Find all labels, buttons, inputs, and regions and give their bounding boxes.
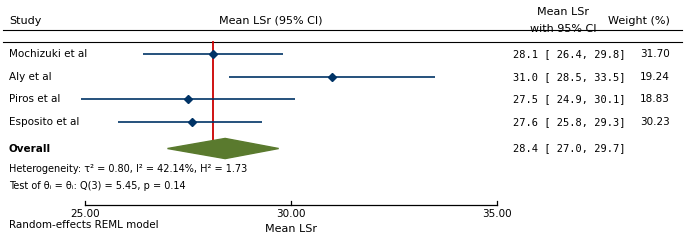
Text: 35.00: 35.00	[482, 210, 512, 219]
Text: Esposito et al: Esposito et al	[9, 117, 79, 127]
Text: Study: Study	[9, 16, 41, 26]
Text: Aly et al: Aly et al	[9, 72, 51, 82]
Text: Mean LSr (95% CI): Mean LSr (95% CI)	[219, 16, 322, 26]
Text: Mean LSr: Mean LSr	[537, 7, 589, 17]
Text: 28.4 [ 27.0, 29.7]: 28.4 [ 27.0, 29.7]	[513, 143, 626, 153]
Text: Heterogeneity: τ² = 0.80, I² = 42.14%, H² = 1.73: Heterogeneity: τ² = 0.80, I² = 42.14%, H…	[9, 164, 247, 174]
Text: 25.00: 25.00	[71, 210, 100, 219]
Text: Mean LSr: Mean LSr	[265, 224, 317, 234]
Text: 27.6 [ 25.8, 29.3]: 27.6 [ 25.8, 29.3]	[513, 117, 626, 127]
Text: 31.70: 31.70	[640, 49, 670, 59]
Text: 18.83: 18.83	[640, 94, 670, 104]
Text: Piros et al: Piros et al	[9, 94, 60, 104]
Text: 30.00: 30.00	[276, 210, 306, 219]
Text: 19.24: 19.24	[640, 72, 670, 82]
Polygon shape	[168, 138, 279, 159]
Text: Mochizuki et al: Mochizuki et al	[9, 49, 87, 59]
Text: Test of θᵢ = θᵢ: Q(3) = 5.45, p = 0.14: Test of θᵢ = θᵢ: Q(3) = 5.45, p = 0.14	[9, 180, 186, 190]
Text: 27.5 [ 24.9, 30.1]: 27.5 [ 24.9, 30.1]	[513, 94, 626, 104]
Text: 28.1 [ 26.4, 29.8]: 28.1 [ 26.4, 29.8]	[513, 49, 626, 59]
Text: 30.23: 30.23	[640, 117, 670, 127]
Text: Random-effects REML model: Random-effects REML model	[9, 220, 159, 230]
Text: 31.0 [ 28.5, 33.5]: 31.0 [ 28.5, 33.5]	[513, 72, 626, 82]
Text: Weight (%): Weight (%)	[608, 16, 670, 26]
Text: with 95% CI: with 95% CI	[530, 24, 596, 34]
Text: Overall: Overall	[9, 143, 51, 153]
